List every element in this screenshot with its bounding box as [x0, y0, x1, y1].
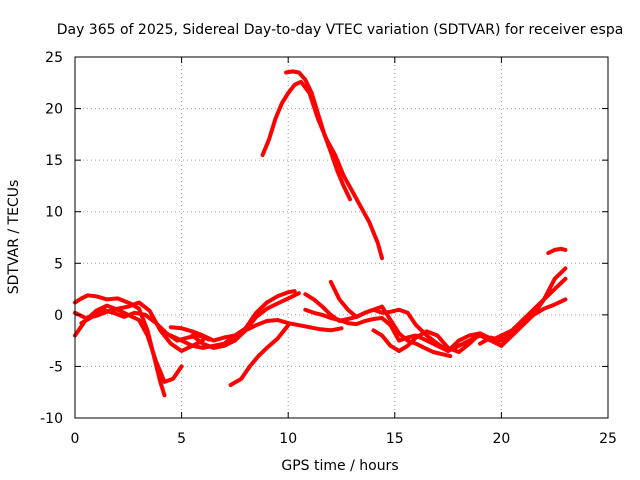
series-arc-7 [190, 291, 301, 350]
series-arc-10 [284, 69, 352, 202]
y-tick-label: 5 [54, 256, 63, 272]
series-arc-9 [260, 79, 384, 261]
y-tick-label: 15 [45, 153, 63, 169]
chart-title: Day 365 of 2025, Sidereal Day-to-day VTE… [57, 22, 624, 38]
series-arc-18 [546, 246, 568, 255]
y-tick-labels: -10 -5 0 5 10 15 20 25 [40, 50, 63, 427]
y-tick-label: 0 [54, 308, 63, 324]
x-tick-label: 25 [599, 431, 617, 447]
series-arc-6 [168, 318, 344, 350]
series-arc-11 [303, 292, 453, 359]
series-group [73, 69, 568, 398]
y-tick-label: -5 [49, 359, 63, 375]
y-tick-label: 10 [45, 205, 63, 221]
y-tick-label: 20 [45, 102, 63, 118]
x-axis-label: GPS time / hours [281, 458, 398, 474]
axis-ticks [74, 56, 609, 419]
x-tick-label: 20 [492, 431, 510, 447]
plot-frame [74, 56, 609, 419]
x-tick-labels: 0 5 10 15 20 25 [71, 431, 617, 447]
x-tick-label: 15 [386, 431, 404, 447]
y-tick-label: 25 [45, 50, 63, 66]
x-tick-label: 0 [71, 431, 80, 447]
series-arc-8 [228, 323, 291, 387]
series-arc-2 [73, 303, 184, 384]
series-arc-4 [79, 307, 212, 343]
series-arc-5 [168, 289, 297, 343]
y-tick-label: -10 [40, 411, 63, 427]
series-arc-17 [478, 297, 568, 346]
x-tick-label: 10 [279, 431, 297, 447]
x-tick-label: 5 [177, 431, 186, 447]
y-axis-label: SDTVAR / TECUs [6, 180, 22, 295]
series-arc-13 [328, 279, 504, 353]
